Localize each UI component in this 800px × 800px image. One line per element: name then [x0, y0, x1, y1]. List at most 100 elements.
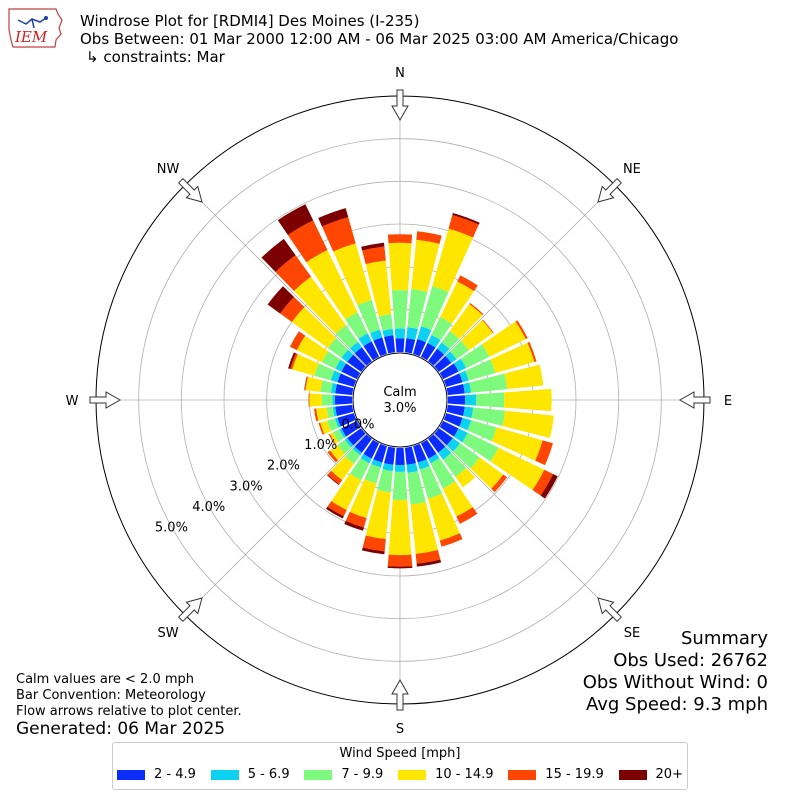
bar-segment	[373, 337, 387, 357]
logo-wind-icon	[17, 17, 47, 29]
legend-swatch	[618, 769, 647, 780]
summary-obs-used: Obs Used: 26762	[613, 650, 768, 671]
bar-segment	[293, 276, 346, 334]
bar-segment	[461, 320, 493, 351]
bar-segment	[395, 447, 405, 466]
compass-labels: N NE E SE S SW W NW	[66, 66, 733, 737]
bar-segment	[335, 384, 354, 396]
title-line-3: ↳ constraints: Mar	[86, 48, 225, 66]
grid-spoke	[433, 184, 616, 367]
bar-segment	[446, 404, 465, 416]
bar-segment	[334, 417, 341, 428]
bar-segment	[387, 554, 413, 567]
bar-segment	[331, 382, 337, 394]
bar-segment	[326, 406, 335, 419]
bar-segment	[321, 351, 341, 369]
bar-segment	[502, 410, 554, 438]
bar-segment	[388, 499, 412, 556]
title-line-1: Windrose Plot for [RDMI4] Des Moines (I-…	[80, 12, 420, 30]
bar-segment	[446, 438, 461, 452]
bar-segment	[373, 443, 387, 463]
bar-segment	[280, 296, 305, 323]
bar-segment	[341, 349, 354, 362]
bar-segment	[339, 428, 347, 439]
bar-segment	[382, 463, 394, 472]
legend-swatch	[210, 769, 239, 780]
bar-segment	[296, 335, 329, 363]
bar-segment	[464, 394, 477, 406]
bar-segment	[322, 217, 356, 252]
bar-segment	[443, 452, 467, 477]
bar-segment	[377, 469, 393, 493]
bar-segment	[361, 547, 385, 555]
bar-segment	[439, 363, 459, 380]
bar-segment	[395, 338, 405, 353]
bar-segment	[420, 286, 449, 331]
bar-segment	[358, 333, 372, 347]
bar-segment	[469, 302, 484, 316]
bar-segment	[332, 429, 345, 442]
bar-segment	[459, 370, 469, 383]
flow-arrow	[678, 391, 711, 409]
bar-segment	[404, 446, 416, 465]
bar-segment	[344, 438, 354, 448]
bar-segment	[382, 328, 394, 337]
bar-segment	[443, 373, 463, 387]
bar-segment	[431, 316, 452, 341]
bar-segment	[304, 376, 308, 391]
legend-label: 2 - 4.9	[154, 767, 196, 782]
bar-segment	[463, 406, 474, 419]
legend-item: 20+	[618, 767, 683, 782]
radial-tick-label: 0.0%	[342, 417, 375, 432]
legend-item: 7 - 9.9	[304, 767, 383, 782]
bar-segment	[329, 445, 345, 461]
bar-segment	[327, 450, 339, 463]
bar-segment	[337, 413, 357, 427]
bar-segment	[388, 242, 412, 291]
bar-segment	[291, 307, 337, 348]
radial-tick-label: 1.0%	[304, 438, 337, 453]
bar-segment	[535, 440, 553, 466]
legend-swatch	[398, 769, 427, 780]
bar-segment	[394, 464, 406, 472]
bar-segment	[277, 204, 314, 236]
bar-segment	[440, 281, 474, 324]
bar-segment	[475, 392, 505, 408]
bar-segment	[344, 520, 364, 531]
bar-segment	[441, 330, 460, 350]
bar-segment	[378, 314, 393, 331]
bar-segment	[335, 325, 358, 349]
bar-segment	[362, 535, 386, 552]
bar-segment	[391, 290, 409, 329]
bar-segment	[482, 319, 494, 333]
bar-segment	[452, 212, 480, 225]
bar-segment	[318, 208, 349, 227]
compass-label: SW	[158, 626, 179, 641]
bar-segment	[354, 347, 372, 366]
bar-segment	[420, 342, 436, 361]
bar-segment	[341, 420, 361, 437]
flow-arrows	[89, 89, 711, 711]
bar-segment	[347, 354, 366, 372]
bar-segment	[411, 239, 440, 292]
bar-segment	[406, 463, 418, 473]
legend-swatch	[508, 769, 537, 780]
grid-spoke	[433, 433, 616, 616]
bar-segment	[327, 418, 339, 432]
bar-segment	[384, 446, 396, 465]
bar-segment	[305, 376, 323, 392]
bar-segment	[453, 428, 468, 443]
calm-circle	[352, 352, 448, 448]
legend-item: 5 - 6.9	[210, 767, 290, 782]
bar-segment	[428, 348, 445, 366]
logo-text: IEM	[14, 28, 48, 46]
bar-segment	[448, 215, 479, 238]
bar-segment	[406, 327, 418, 340]
bar-segment	[532, 469, 554, 496]
radial-tick-label: 2.0%	[267, 459, 300, 474]
bar-segment	[314, 363, 335, 381]
bar-segment	[326, 474, 340, 485]
bar-segment	[467, 420, 497, 442]
bar-segment	[455, 468, 476, 488]
compass-label: W	[66, 394, 79, 409]
